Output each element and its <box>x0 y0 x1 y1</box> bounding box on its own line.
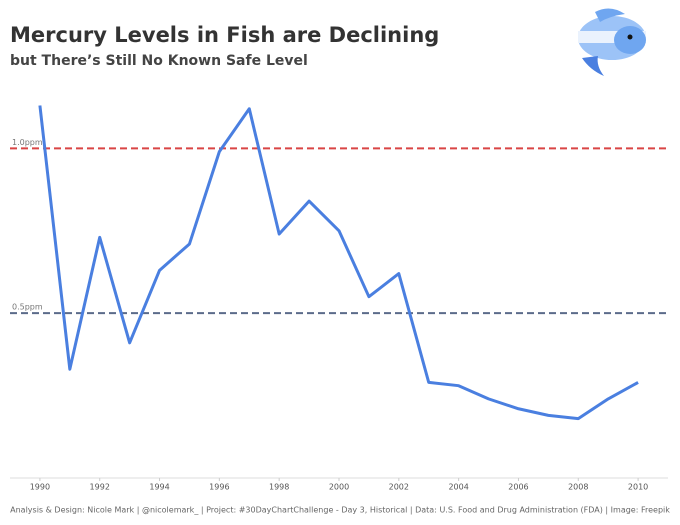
x-tick-label: 1994 <box>149 483 169 492</box>
chart-subtitle: but There’s Still No Known Safe Level <box>10 53 308 69</box>
x-tick-label: 2002 <box>389 483 409 492</box>
x-tick-label: 2006 <box>508 483 528 492</box>
footer: Analysis & Design: Nicole Mark | @nicole… <box>10 506 670 515</box>
fish-icon <box>578 8 646 76</box>
reference-label: 1.0ppm <box>12 138 43 147</box>
x-tick-label: 2008 <box>568 483 588 492</box>
x-tick-label: 1992 <box>90 483 110 492</box>
x-tick-label: 1990 <box>30 483 50 492</box>
x-tick-label: 2010 <box>628 483 648 492</box>
reference-label: 0.5ppm <box>12 303 43 312</box>
chart-title: Mercury Levels in Fish are Declining <box>10 23 439 47</box>
line <box>38 105 639 421</box>
x-tick-label: 2000 <box>329 483 349 492</box>
x-tick-label: 2004 <box>448 483 468 492</box>
x-tick-label: 1996 <box>209 483 229 492</box>
x-tick-label: 1998 <box>269 483 289 492</box>
